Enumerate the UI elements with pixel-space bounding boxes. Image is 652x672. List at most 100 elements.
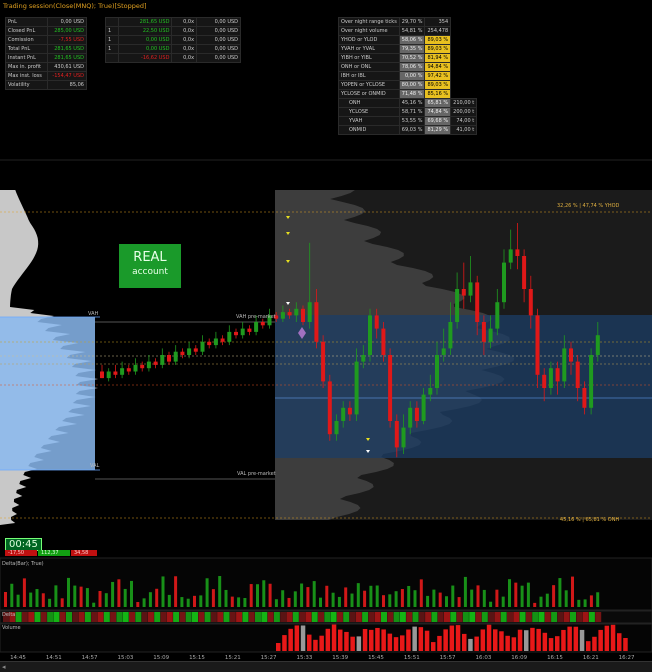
delta-cell — [538, 612, 545, 622]
delta-cell — [582, 612, 589, 622]
candle-body — [254, 322, 259, 332]
candle-body — [180, 351, 185, 355]
stats-row: YVAH 53,55 % 69,68 % 74,00 t — [338, 116, 478, 126]
mini-value-1: -17,50 — [5, 550, 37, 556]
volume-bar — [505, 635, 510, 651]
candle-body — [240, 328, 245, 336]
volume-bar — [276, 643, 281, 651]
volume-bar — [282, 635, 287, 651]
delta-bar — [281, 590, 285, 607]
real-badge-subtitle: account — [132, 267, 168, 277]
delta-bar — [325, 585, 329, 607]
candle-body — [421, 394, 426, 421]
delta-bar — [508, 579, 511, 607]
volume-bar — [623, 638, 628, 651]
delta-bar — [388, 594, 392, 607]
delta-bar — [16, 594, 20, 607]
candle-body — [548, 368, 553, 388]
delta-cell — [147, 612, 154, 622]
scroll-left-icon[interactable]: ◂ — [2, 663, 6, 671]
delta-bar — [237, 597, 241, 607]
candle-body — [388, 355, 393, 421]
candle-body — [133, 364, 138, 372]
delta-bar — [583, 599, 587, 607]
delta-cell — [110, 612, 117, 622]
delta-cell — [557, 612, 564, 622]
delta-cell — [324, 612, 331, 622]
volume-bar — [567, 626, 572, 651]
delta-cell — [481, 612, 488, 622]
candle-body — [368, 315, 372, 355]
delta-cell — [66, 612, 72, 622]
candle-body — [100, 371, 104, 379]
candle-body — [200, 341, 205, 352]
delta-bar — [369, 585, 373, 607]
delta-cell — [563, 612, 570, 622]
candle-body — [488, 328, 493, 342]
candle-body — [481, 322, 486, 342]
delta-bar — [558, 578, 562, 607]
candle-body — [307, 302, 312, 322]
delta-cell — [570, 612, 576, 622]
delta-cell — [248, 612, 255, 622]
delta-cell — [431, 612, 438, 622]
delta-cell — [305, 612, 312, 622]
candle-body — [575, 361, 580, 388]
delta-cell — [425, 612, 432, 622]
volume-bar — [530, 627, 535, 651]
delta-bar — [155, 588, 159, 607]
candle-body — [562, 348, 567, 382]
delta-bar — [564, 590, 568, 607]
delta-cell — [544, 612, 551, 622]
delta-cell — [229, 612, 236, 622]
time-tick-label: 15:57 — [440, 655, 456, 661]
volume-bar — [387, 633, 393, 651]
delta-cell — [507, 612, 513, 622]
delta-bar — [312, 581, 316, 607]
delta-cell — [525, 612, 532, 622]
volume-bar — [462, 633, 467, 651]
delta-bar — [432, 589, 436, 607]
delta-cell — [135, 612, 142, 622]
delta-cell — [355, 612, 362, 622]
pnl-row: Volatility 85,06 — [5, 80, 88, 90]
time-tick-label: 15:39 — [332, 655, 348, 661]
delta-cell — [217, 612, 224, 622]
time-tick-label: 14:45 — [10, 655, 26, 661]
delta-cell — [393, 612, 400, 622]
volume-bar — [356, 636, 362, 651]
delta-bar — [29, 592, 33, 607]
delta-cell — [488, 612, 495, 622]
position-row: 1 22,50 USD 0,0x 0,00 USD — [105, 26, 241, 36]
volume-bar — [592, 636, 597, 651]
delta-bar — [10, 583, 14, 607]
candle-body — [294, 308, 299, 316]
delta-cell — [343, 612, 350, 622]
delta-bar — [287, 597, 291, 607]
candle-body — [120, 368, 125, 375]
delta-cell — [444, 612, 450, 622]
candle-body — [140, 364, 145, 369]
candle-body — [448, 322, 453, 349]
statistics-table: Over night range ticks 29,70 % 354 Over nig… — [338, 17, 478, 135]
candle-body — [401, 427, 406, 448]
trade-marker-icon — [286, 260, 290, 263]
candle-body — [146, 361, 151, 369]
delta-cell — [500, 612, 507, 622]
delta-bar — [400, 589, 404, 607]
time-tick-label: 16:03 — [475, 655, 491, 661]
delta-bar — [445, 596, 448, 607]
volume-bar — [586, 641, 591, 651]
candle-body — [193, 348, 198, 352]
delta-cell — [588, 612, 595, 622]
volume-bar — [468, 638, 473, 651]
delta-cell — [418, 612, 425, 622]
vah-label: VAH — [88, 311, 99, 317]
volume-bar — [400, 635, 405, 651]
delta-cell — [34, 612, 41, 622]
delta-bar — [476, 585, 480, 607]
horizontal-scrollbar[interactable]: ◂ — [0, 661, 652, 672]
delta-bar — [463, 576, 467, 607]
delta-cell — [78, 612, 85, 622]
